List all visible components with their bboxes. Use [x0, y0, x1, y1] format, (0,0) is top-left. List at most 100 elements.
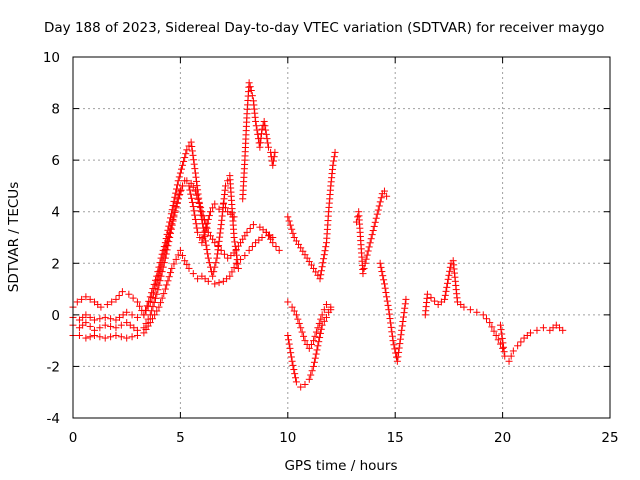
data-point [330, 157, 338, 165]
data-point [209, 204, 217, 212]
data-point [354, 213, 362, 221]
data-point [159, 246, 167, 254]
data-point [96, 324, 104, 332]
data-point [322, 301, 330, 309]
data-point [370, 222, 378, 230]
data-point [316, 329, 324, 337]
data-point [172, 203, 180, 211]
data-point [315, 319, 323, 327]
data-point [317, 325, 325, 333]
data-point [82, 311, 90, 319]
data-point [154, 268, 162, 276]
data-point [181, 154, 189, 162]
data-point [314, 324, 322, 332]
data-point [156, 259, 164, 267]
data-point [316, 275, 324, 283]
data-point [312, 328, 320, 336]
data-point [141, 306, 149, 314]
x-tick-label: 0 [69, 430, 78, 446]
data-point [226, 272, 234, 280]
data-point [376, 198, 384, 206]
data-point [198, 239, 206, 247]
data-point [327, 306, 335, 314]
data-point [247, 87, 255, 95]
data-point [153, 290, 161, 298]
data-point [192, 173, 200, 181]
data-point [391, 345, 399, 353]
data-point [204, 250, 212, 258]
data-point [158, 250, 166, 258]
data-point [305, 375, 313, 383]
data-point [264, 143, 272, 151]
data-point [148, 289, 156, 297]
data-point [314, 342, 322, 350]
data-point [211, 239, 219, 247]
data-point [205, 259, 213, 267]
data-point [202, 241, 210, 249]
data-point [183, 146, 191, 154]
data-point [108, 298, 116, 306]
grid [73, 57, 610, 418]
x-tick-label: 5 [176, 430, 185, 446]
data-point [318, 311, 326, 319]
data-point [287, 349, 295, 357]
data-point [171, 193, 179, 201]
data-point [289, 361, 297, 369]
data-point [285, 217, 293, 225]
data-point [181, 257, 189, 265]
data-point [366, 239, 374, 247]
data-point [383, 192, 391, 200]
data-point [317, 315, 325, 323]
data-point [275, 246, 283, 254]
data-point [201, 237, 209, 245]
data-point [377, 194, 385, 202]
data-point [216, 233, 224, 241]
data-point [181, 177, 189, 185]
data-point [176, 187, 184, 195]
data-point [258, 125, 266, 133]
data-point [133, 326, 141, 334]
data-point [318, 263, 326, 271]
data-point [170, 197, 178, 205]
data-point [285, 336, 293, 344]
data-point [369, 227, 377, 235]
data-point [263, 135, 271, 143]
data-point [211, 280, 219, 288]
data-point [182, 150, 190, 158]
data-point [165, 273, 173, 281]
data-point [395, 344, 403, 352]
data-point [145, 297, 153, 305]
data-point [112, 316, 120, 324]
data-point [399, 313, 407, 321]
data-point [288, 303, 296, 311]
data-point [398, 322, 406, 330]
data-point [205, 212, 213, 220]
data-point [441, 291, 449, 299]
data-point [287, 353, 295, 361]
data-point [392, 349, 400, 357]
data-point [82, 334, 90, 342]
data-point [367, 235, 375, 243]
data-point [460, 303, 468, 311]
data-point [217, 225, 225, 233]
data-point [189, 270, 197, 278]
data-point [194, 190, 202, 198]
data-point [380, 280, 388, 288]
data-point [257, 130, 265, 138]
data-point [101, 334, 109, 342]
data-point [174, 195, 182, 203]
data-point [384, 301, 392, 309]
data-point [193, 182, 201, 190]
data-point [396, 340, 404, 348]
data-point [376, 259, 384, 267]
x-axis-label: GPS time / hours [284, 458, 397, 474]
data-point [215, 237, 223, 245]
data-point [305, 344, 313, 352]
data-point [289, 229, 297, 237]
data-point [317, 271, 325, 279]
data-point [90, 316, 98, 324]
data-point [198, 215, 206, 223]
data-point [252, 122, 260, 130]
data-point [388, 328, 396, 336]
data-point [179, 161, 187, 169]
